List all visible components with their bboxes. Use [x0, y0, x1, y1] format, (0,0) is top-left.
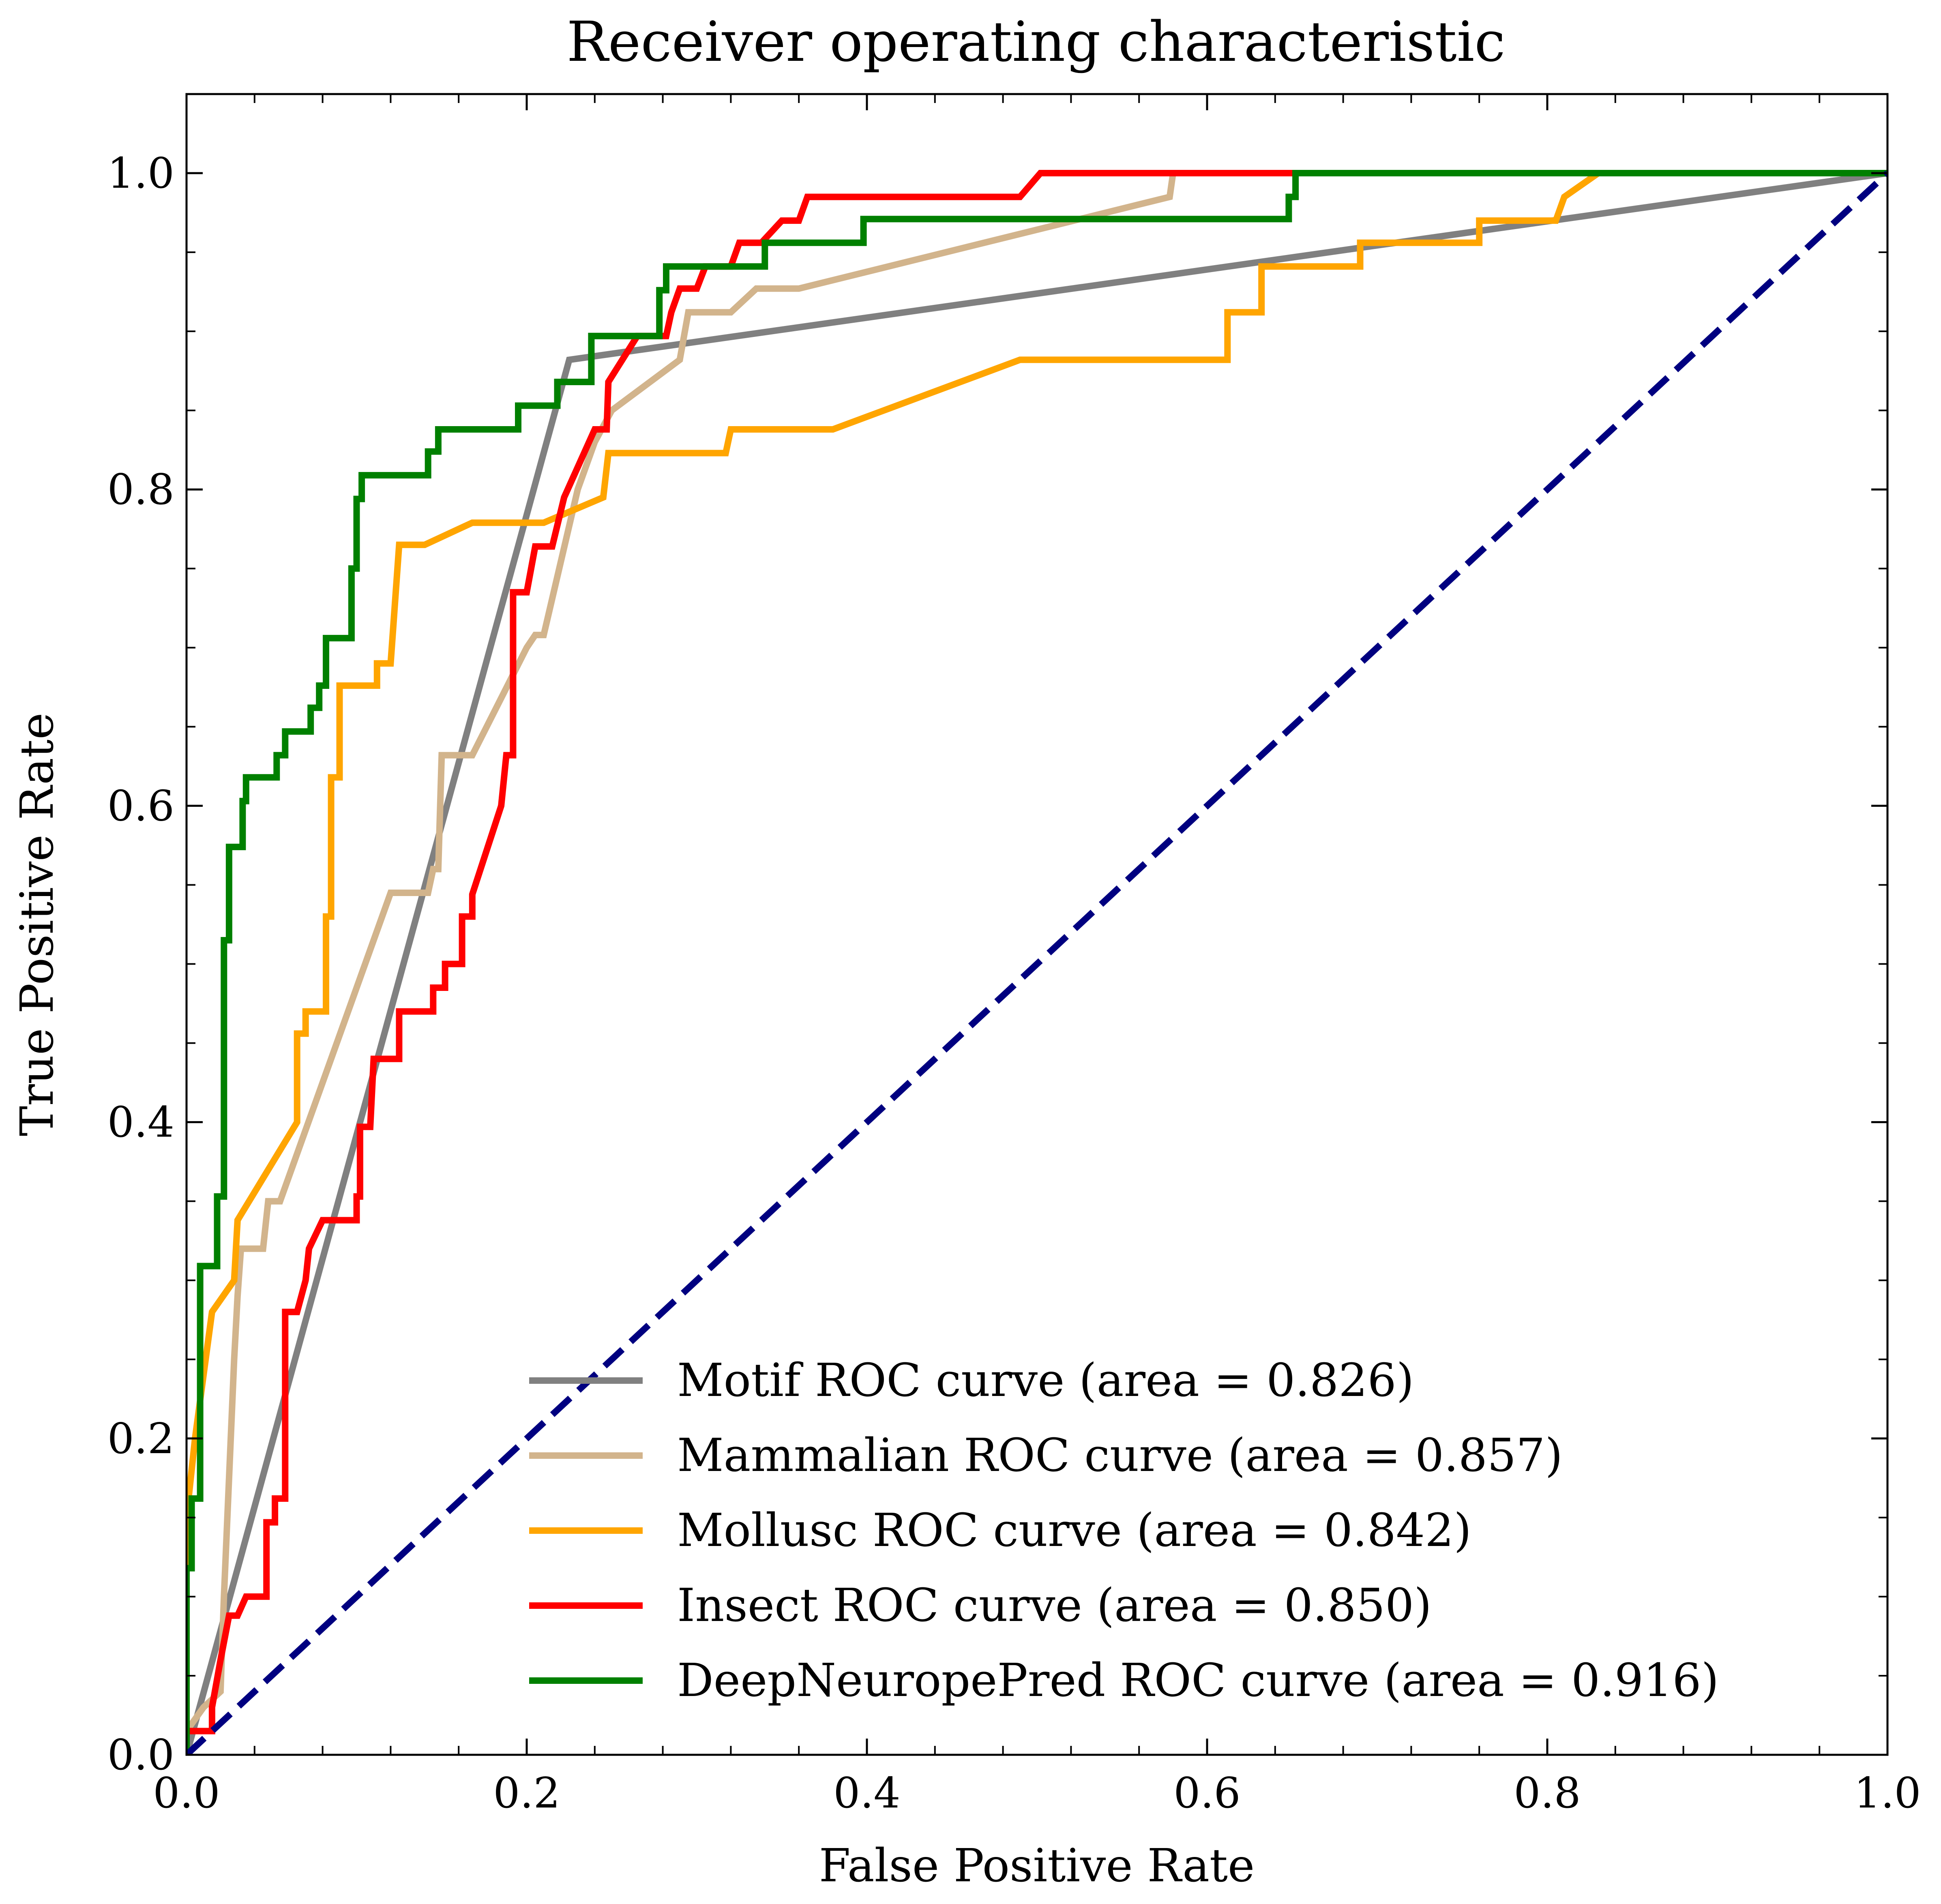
legend: Motif ROC curve (area = 0.826) Mammalian … [529, 1354, 1719, 1707]
y-tick-label: 0.2 [107, 1414, 174, 1463]
legend-label: Insect ROC curve (area = 0.850) [677, 1579, 1432, 1632]
series-line-0 [187, 170, 1887, 1755]
series-line-1 [187, 170, 1887, 1755]
y-axis-title: True Positive Rate [11, 713, 64, 1136]
plot-area [187, 170, 1887, 1755]
series-line-2 [187, 170, 1887, 1755]
legend-label: DeepNeuropePred ROC curve (area = 0.916) [677, 1654, 1719, 1707]
y-tick-label: 1.0 [107, 148, 174, 198]
chart-title: Receiver operating characteristic [567, 10, 1506, 74]
x-tick-label: 0.4 [833, 1768, 900, 1818]
x-tick-label: 0.2 [493, 1768, 560, 1818]
x-tick-label: 0.8 [1514, 1768, 1581, 1818]
x-tick-label: 0.6 [1173, 1768, 1240, 1818]
legend-label: Motif ROC curve (area = 0.826) [677, 1354, 1414, 1407]
series-line-3 [187, 170, 1887, 1755]
x-tick-label: 0.0 [153, 1768, 220, 1818]
chance-diagonal-line [187, 171, 1887, 1755]
y-tick-label: 0.6 [107, 781, 174, 830]
axis-ticks: 0.0 0.2 0.4 0.6 0.8 1.0 0.0 0.2 0.4 0.6 0.8 1.0 [107, 93, 1921, 1818]
x-tick-label: 1.0 [1854, 1768, 1921, 1818]
y-tick-label: 0.0 [107, 1730, 174, 1780]
series-line-4 [187, 170, 1887, 1755]
legend-label: Mammalian ROC curve (area = 0.857) [677, 1429, 1563, 1482]
y-tick-label: 0.8 [107, 465, 174, 514]
legend-label: Mollusc ROC curve (area = 0.842) [677, 1504, 1471, 1557]
x-axis-title: False Positive Rate [819, 1840, 1255, 1892]
y-tick-label: 0.4 [107, 1098, 174, 1147]
plot-frame [185, 93, 1889, 1756]
